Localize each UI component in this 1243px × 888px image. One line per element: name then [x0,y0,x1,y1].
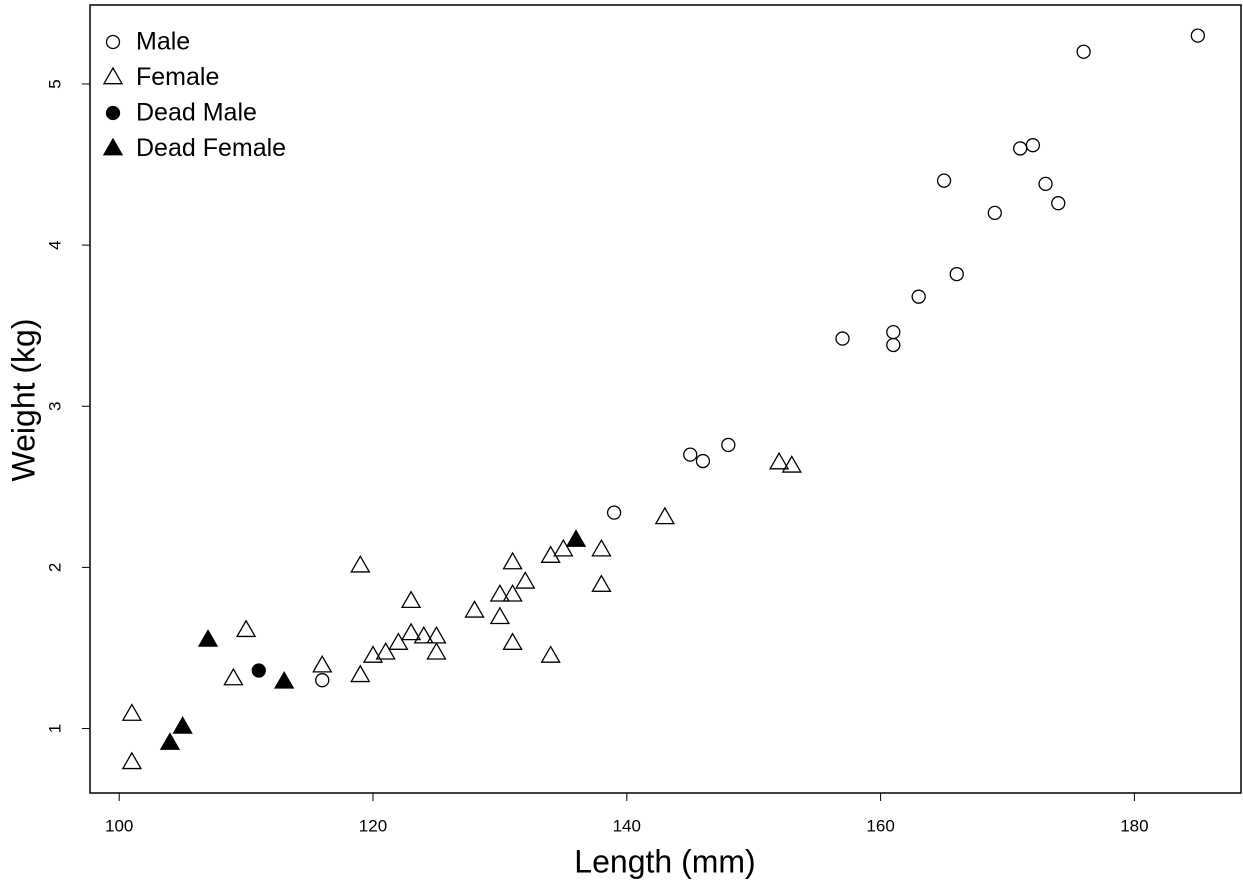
triangle-marker [223,667,244,686]
circle-marker [936,173,952,188]
circle-marker [911,289,926,304]
legend-symbol [102,137,124,156]
circle-marker [1025,138,1041,153]
triangle-marker [502,551,523,570]
x-tick-label: 180 [1120,816,1148,835]
triangle-marker [540,545,561,563]
legend-label: Dead Female [136,134,286,162]
triangle-marker [502,632,523,650]
circle-marker [987,205,1002,221]
circle-marker [251,663,266,678]
circle-marker [683,447,698,462]
triangle-marker [591,574,612,592]
circle-marker [1051,196,1066,211]
triangle-marker [426,625,447,644]
legend-symbol [105,34,121,50]
triangle-marker [274,671,295,689]
x-tick-label: 100 [105,816,133,835]
triangle-marker [515,571,536,589]
triangle-marker [235,619,257,638]
triangle-marker [553,538,574,557]
legend-label: Female [136,63,219,91]
circle-marker [886,324,901,340]
circle-marker [315,673,330,688]
triangle-marker [362,645,384,663]
circle-marker [721,437,736,453]
y-tick-label: 4 [45,240,64,249]
triangle-marker [172,716,193,734]
y-axis-title: Weight (kg) [5,318,41,481]
triangle-marker [121,703,143,721]
legend-label: Male [136,28,190,56]
circle-marker [606,505,622,520]
x-axis-title: Length (mm) [574,843,755,879]
x-tick-label: 160 [866,816,894,835]
triangle-marker [197,629,219,647]
plot-frame [89,4,1242,794]
triangle-marker [654,506,676,525]
x-tick-label: 140 [613,816,641,835]
triangle-marker [400,622,422,641]
y-tick-label: 5 [45,79,64,88]
circle-marker [1076,44,1091,59]
y-tick-label: 3 [45,402,64,411]
triangle-marker [121,751,143,770]
triangle-marker [375,642,396,660]
y-tick-label: 1 [45,724,64,733]
circle-marker [695,453,711,469]
legend-symbol [102,66,124,85]
circle-marker [949,266,964,282]
circle-marker [1013,141,1028,156]
triangle-marker [489,583,511,602]
triangle-marker [781,455,802,473]
legend-label: Dead Male [136,99,257,127]
x-tick-label: 120 [359,816,387,835]
triangle-marker [388,632,409,650]
triangle-marker [540,645,561,663]
circle-marker [1038,176,1053,192]
y-tick-label: 2 [45,563,64,572]
circle-marker [1190,28,1206,43]
triangle-marker [464,600,485,618]
triangle-marker [565,529,587,547]
triangle-marker [426,642,447,660]
circle-marker [886,337,901,353]
triangle-marker [350,664,371,683]
triangle-marker [489,606,511,625]
legend-symbol [105,105,121,121]
triangle-marker [350,554,371,573]
triangle-marker [591,538,612,557]
triangle-marker [159,732,181,750]
triangle-marker [413,625,434,644]
triangle-marker [768,451,790,470]
triangle-marker [502,583,523,602]
triangle-marker [312,654,333,673]
circle-marker [835,331,850,346]
triangle-marker [400,590,422,609]
